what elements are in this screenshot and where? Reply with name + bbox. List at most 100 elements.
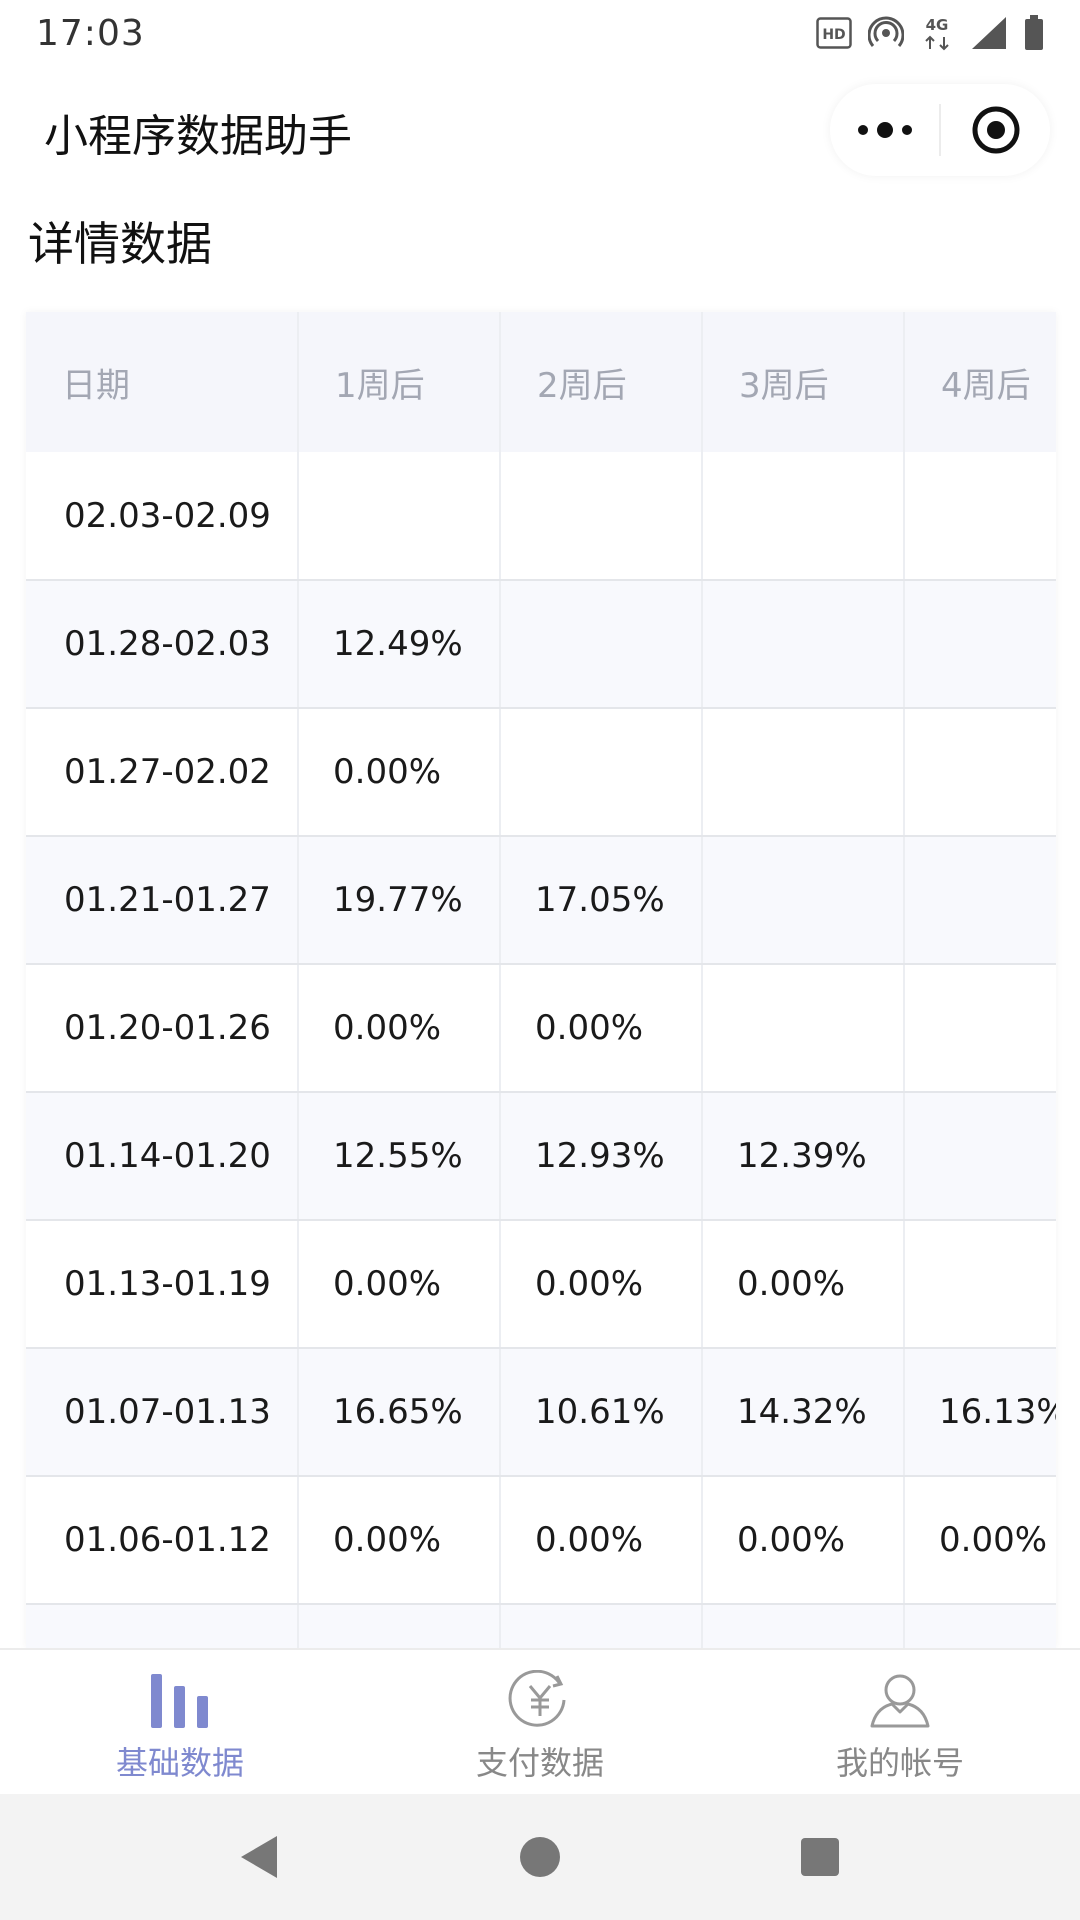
recents-square-icon (801, 1838, 839, 1876)
cell-value (904, 964, 1056, 1093)
cell-value (298, 1604, 501, 1648)
cell-value (904, 708, 1056, 837)
cell-value (702, 1604, 905, 1648)
recents-button[interactable] (775, 1812, 865, 1902)
cell-value (500, 708, 703, 837)
retention-table-container[interactable]: 日期 1周后 2周后 3周后 4周后 02.03-02.09 01.28-02.… (26, 312, 1056, 1648)
cell-value: 16.13% (904, 1348, 1056, 1477)
more-dots-icon (857, 122, 912, 138)
cell-value: 0.00% (500, 964, 703, 1093)
cell-date: 02.03-02.09 (26, 452, 299, 581)
retention-table: 日期 1周后 2周后 3周后 4周后 02.03-02.09 01.28-02.… (26, 312, 1056, 1648)
table-row: 01.13-01.19 0.00% 0.00% 0.00% (26, 1220, 1056, 1349)
signal-icon (972, 17, 1006, 49)
home-circle-icon (520, 1837, 560, 1877)
cell-value: 12.49% (298, 580, 501, 709)
page-title: 小程序数据助手 (44, 111, 352, 162)
system-nav-bar (0, 1794, 1080, 1920)
table-row (26, 1604, 1056, 1648)
cell-value (904, 836, 1056, 965)
cell-value: 0.00% (702, 1220, 905, 1349)
tab-label: 我的帐号 (835, 1744, 964, 1782)
header-week-3: 3周后 (702, 312, 905, 452)
cell-date: 01.21-01.27 (26, 836, 299, 965)
tab-payment-data[interactable]: 支付数据 (360, 1650, 720, 1794)
cell-value: 0.00% (702, 1476, 905, 1605)
cell-value (702, 580, 905, 709)
cell-value: 16.65% (298, 1348, 501, 1477)
cell-value (702, 836, 905, 965)
user-icon (868, 1670, 932, 1730)
tab-my-account[interactable]: 我的帐号 (720, 1650, 1080, 1794)
cell-value: 12.39% (702, 1092, 905, 1221)
cell-value (500, 580, 703, 709)
tab-label: 基础数据 (115, 1744, 244, 1782)
cell-value (904, 580, 1056, 709)
cell-value (500, 452, 703, 581)
target-close-icon (972, 106, 1019, 154)
cell-date: 01.14-01.20 (26, 1092, 299, 1221)
cell-date: 01.20-01.26 (26, 964, 299, 1093)
cell-value: 12.55% (298, 1092, 501, 1221)
home-button[interactable] (495, 1812, 585, 1902)
cell-value: 19.77% (298, 836, 501, 965)
table-row: 01.28-02.03 12.49% (26, 580, 1056, 709)
status-bar: 17:03 HD 4G (0, 0, 1080, 66)
cell-date: 01.28-02.03 (26, 580, 299, 709)
cell-value: 14.32% (702, 1348, 905, 1477)
capsule-divider (939, 104, 941, 156)
table-row: 01.20-01.26 0.00% 0.00% (26, 964, 1056, 1093)
back-button[interactable] (215, 1812, 305, 1902)
svg-text:4G: 4G (926, 16, 949, 34)
cell-date: 01.27-02.02 (26, 708, 299, 837)
cell-value: 0.00% (904, 1476, 1056, 1605)
cell-date: 01.06-01.12 (26, 1476, 299, 1605)
header-date: 日期 (26, 312, 299, 452)
table-row: 01.07-01.13 16.65% 10.61% 14.32% 16.13% (26, 1348, 1056, 1477)
tab-basic-data[interactable]: 基础数据 (0, 1650, 360, 1794)
header-week-1: 1周后 (298, 312, 501, 452)
cell-value (702, 452, 905, 581)
cell-value (904, 1604, 1056, 1648)
cell-value: 0.00% (298, 708, 501, 837)
mini-program-capsule (830, 84, 1050, 176)
hd-icon: HD (816, 17, 852, 49)
section-title: 详情数据 (28, 217, 212, 271)
header-week-4: 4周后 (904, 312, 1056, 452)
yuan-coin-icon (508, 1670, 572, 1730)
cell-value (904, 1220, 1056, 1349)
more-button[interactable] (830, 84, 939, 176)
tab-bar: 基础数据 支付数据 我的帐号 (0, 1648, 1080, 1794)
cell-value (298, 452, 501, 581)
cell-value: 17.05% (500, 836, 703, 965)
close-mini-program-button[interactable] (941, 84, 1050, 176)
table-row: 01.21-01.27 19.77% 17.05% (26, 836, 1056, 965)
cell-value: 0.00% (298, 1476, 501, 1605)
status-icons: HD 4G (816, 15, 1044, 51)
cell-value (500, 1604, 703, 1648)
hotspot-icon (868, 16, 904, 47)
cell-value (702, 708, 905, 837)
cell-date: 01.13-01.19 (26, 1220, 299, 1349)
status-time: 17:03 (36, 12, 145, 54)
cell-value (702, 964, 905, 1093)
mobile-network-icon: 4G (925, 16, 949, 51)
cell-value (904, 1092, 1056, 1221)
cell-value: 12.93% (500, 1092, 703, 1221)
cell-value: 10.61% (500, 1348, 703, 1477)
svg-text:HD: HD (822, 27, 845, 43)
cell-value: 0.00% (298, 1220, 501, 1349)
cell-date (26, 1604, 299, 1648)
back-triangle-icon (241, 1836, 277, 1878)
table-row: 01.14-01.20 12.55% 12.93% 12.39% (26, 1092, 1056, 1221)
table-row: 01.27-02.02 0.00% (26, 708, 1056, 837)
table-header-row: 日期 1周后 2周后 3周后 4周后 (26, 312, 1056, 452)
table-row: 02.03-02.09 (26, 452, 1056, 581)
bar-chart-icon (145, 1670, 215, 1730)
header-week-2: 2周后 (500, 312, 703, 452)
battery-icon (1025, 15, 1043, 50)
tab-label: 支付数据 (475, 1744, 604, 1782)
cell-date: 01.07-01.13 (26, 1348, 299, 1477)
nav-bar: 小程序数据助手 (0, 66, 1080, 196)
